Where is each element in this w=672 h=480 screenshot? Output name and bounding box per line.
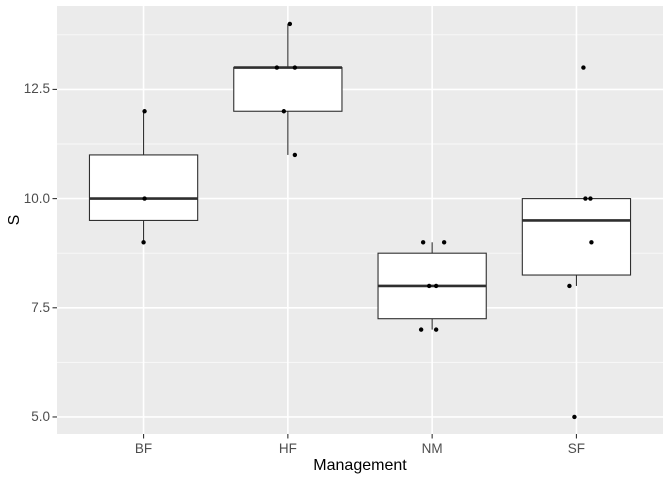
box-SF [521,198,632,276]
y-axis-tick-label: 5.0 [31,408,50,424]
y-axis-tick-label: 7.5 [31,299,50,315]
data-point [583,196,588,201]
data-point [433,283,439,289]
box-HF [233,67,343,112]
data-point [426,283,432,289]
data-point [292,65,298,70]
y-axis-tick-label: 10.0 [23,190,50,206]
data-point [141,240,146,245]
data-point [142,196,147,201]
x-axis-tick-label: HF [278,441,297,456]
data-point [572,414,577,420]
x-axis-tick-label: BF [134,441,153,456]
data-point [433,327,439,332]
data-point [588,196,593,201]
x-axis-tick-label: SF [567,441,586,456]
data-point [274,65,280,70]
data-point [567,283,572,289]
data-point [142,109,147,114]
data-point [441,240,447,245]
data-point [292,152,298,158]
y-axis-title: S [6,214,23,226]
data-point [281,109,287,114]
x-axis-title: Management [313,457,407,474]
data-point [418,327,424,332]
data-point [581,65,586,70]
y-axis-tick-label: 12.5 [23,81,50,97]
x-axis-tick-label: NM [421,441,443,456]
data-point [420,240,426,245]
data-point [287,21,293,27]
box-BF [88,154,199,221]
data-point [589,240,594,245]
